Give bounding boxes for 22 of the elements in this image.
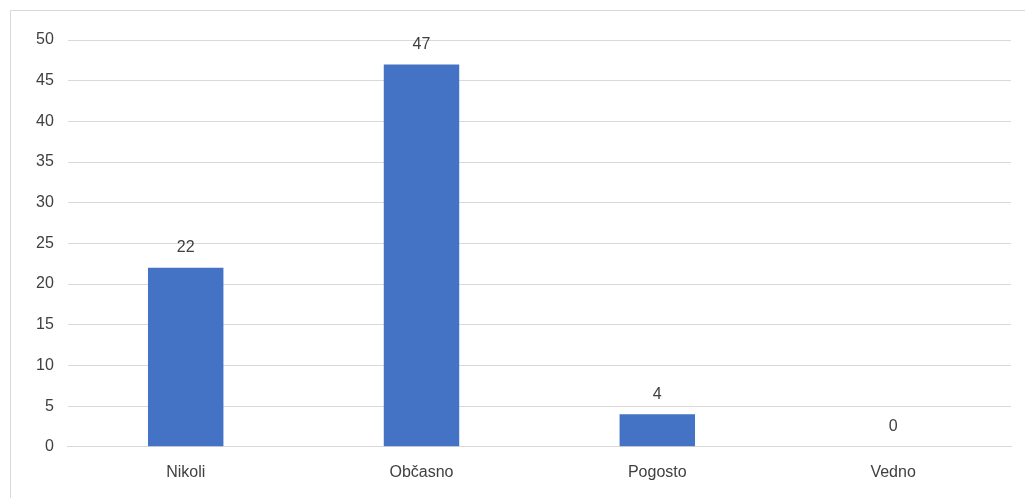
bar — [619, 414, 696, 447]
y-tick-label: 20 — [36, 274, 54, 292]
y-tick-label: 35 — [36, 152, 54, 170]
y-tick-label: 15 — [36, 315, 54, 333]
data-label: 0 — [888, 417, 898, 435]
y-tick-label: 40 — [36, 111, 54, 129]
bar — [383, 64, 460, 447]
y-tick-label: 10 — [36, 355, 54, 373]
x-tick-label: Vedno — [870, 462, 916, 480]
y-tick-label: 25 — [36, 233, 54, 251]
data-label: 22 — [176, 238, 195, 256]
y-tick-label: 45 — [36, 71, 54, 89]
x-tick-label: Nikoli — [166, 462, 206, 480]
y-tick-label: 5 — [44, 396, 54, 414]
x-tick-label: Občasno — [389, 462, 454, 480]
x-tick-label: Pogosto — [627, 462, 687, 480]
bar — [147, 267, 224, 447]
y-tick-label: 0 — [44, 437, 54, 455]
data-label: 4 — [652, 384, 662, 402]
y-tick-label: 30 — [36, 193, 54, 211]
y-tick-label: 50 — [36, 30, 54, 48]
data-label: 47 — [412, 34, 431, 52]
